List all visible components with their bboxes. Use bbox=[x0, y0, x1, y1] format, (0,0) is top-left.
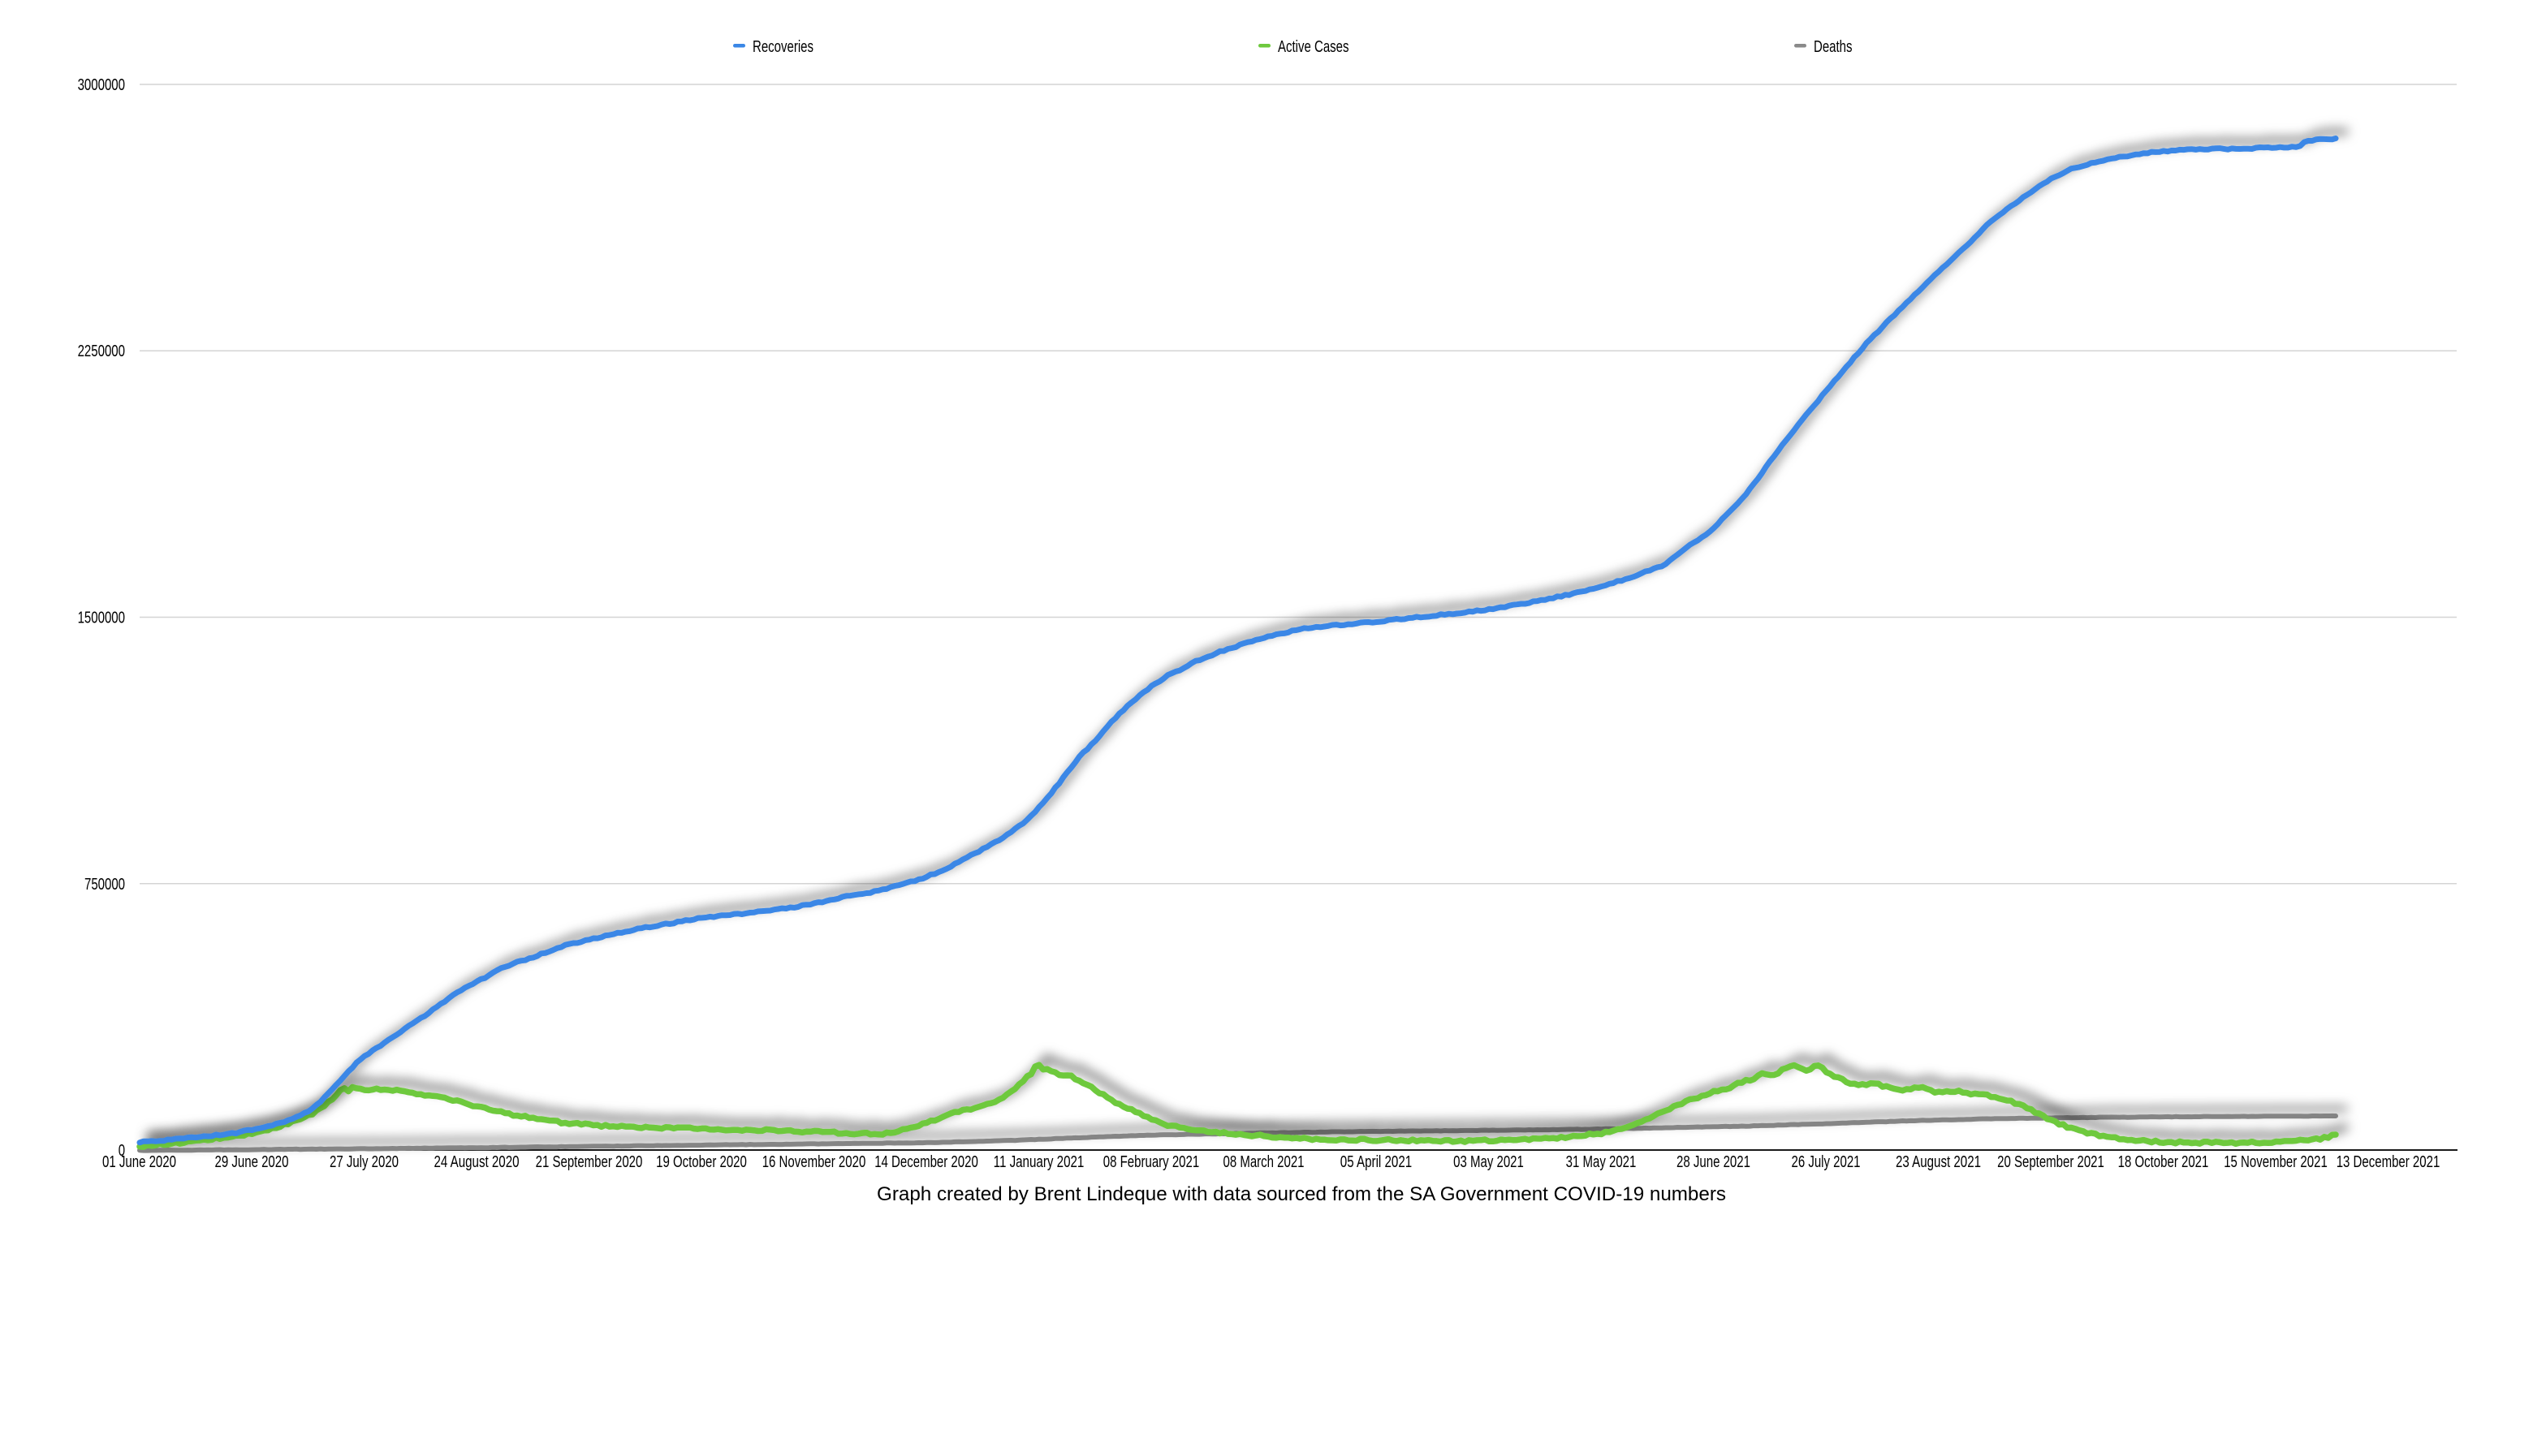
svg-text:19 October 2020: 19 October 2020 bbox=[656, 1153, 747, 1171]
svg-text:05 April 2021: 05 April 2021 bbox=[1340, 1153, 1412, 1171]
svg-text:1500000: 1500000 bbox=[78, 610, 125, 627]
svg-text:24 August 2020: 24 August 2020 bbox=[434, 1153, 519, 1171]
svg-text:3000000: 3000000 bbox=[78, 76, 125, 94]
svg-text:Graph created by Brent Lindequ: Graph created by Brent Lindeque with dat… bbox=[877, 1183, 1726, 1205]
svg-text:20 September 2021: 20 September 2021 bbox=[1997, 1153, 2104, 1171]
svg-text:21 September 2020: 21 September 2020 bbox=[536, 1153, 643, 1171]
svg-text:26 July 2021: 26 July 2021 bbox=[1792, 1153, 1861, 1171]
svg-text:14 December 2020: 14 December 2020 bbox=[874, 1153, 978, 1171]
svg-text:13 December 2021: 13 December 2021 bbox=[2337, 1153, 2440, 1171]
svg-text:31 May 2021: 31 May 2021 bbox=[1566, 1153, 1637, 1171]
svg-text:29 June 2020: 29 June 2020 bbox=[215, 1153, 289, 1171]
svg-text:0: 0 bbox=[119, 1142, 125, 1160]
svg-text:28 June 2021: 28 June 2021 bbox=[1676, 1153, 1750, 1171]
svg-text:750000: 750000 bbox=[84, 876, 125, 894]
svg-text:Deaths: Deaths bbox=[1814, 38, 1853, 56]
svg-text:11 January 2021: 11 January 2021 bbox=[994, 1153, 1085, 1171]
svg-text:23 August 2021: 23 August 2021 bbox=[1896, 1153, 1981, 1171]
svg-text:Active Cases: Active Cases bbox=[1278, 38, 1349, 56]
svg-text:03 May 2021: 03 May 2021 bbox=[1453, 1153, 1524, 1171]
svg-text:16 November 2020: 16 November 2020 bbox=[762, 1153, 866, 1171]
svg-text:27 July 2020: 27 July 2020 bbox=[330, 1153, 399, 1171]
svg-text:Recoveries: Recoveries bbox=[753, 38, 813, 56]
svg-text:01 June 2020: 01 June 2020 bbox=[102, 1153, 176, 1171]
svg-text:18 October 2021: 18 October 2021 bbox=[2118, 1153, 2209, 1171]
svg-text:08 March 2021: 08 March 2021 bbox=[1223, 1153, 1305, 1171]
svg-text:08 February 2021: 08 February 2021 bbox=[1103, 1153, 1199, 1171]
svg-text:15 November 2021: 15 November 2021 bbox=[2224, 1153, 2328, 1171]
svg-text:2250000: 2250000 bbox=[78, 342, 125, 360]
